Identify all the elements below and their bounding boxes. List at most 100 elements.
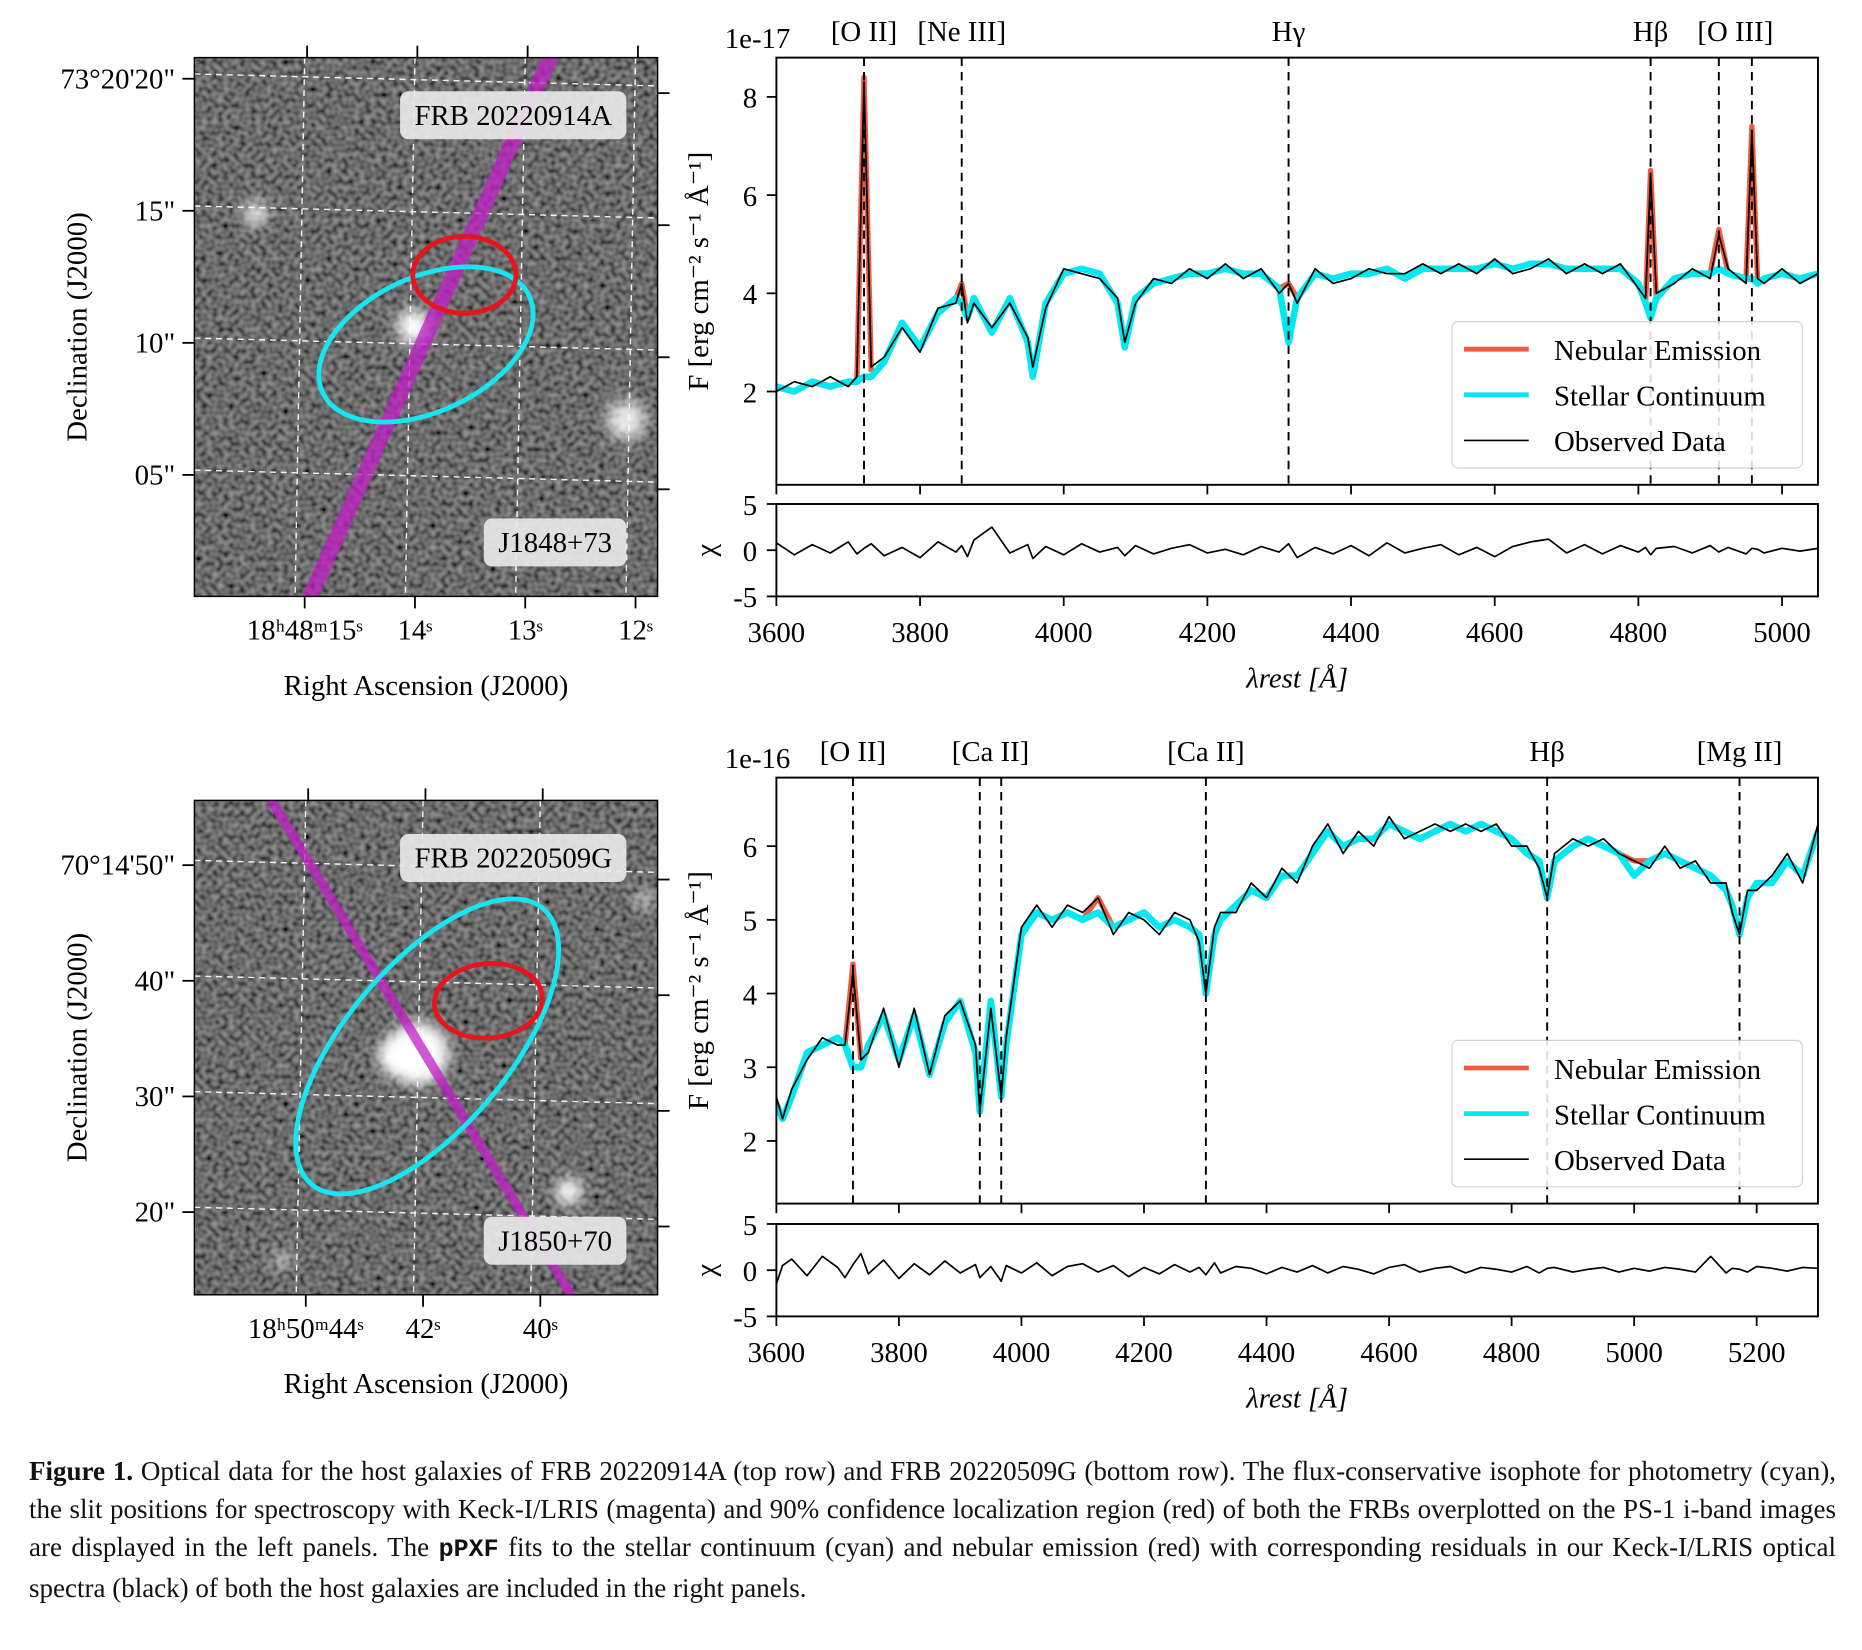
y-tick-label: 70°14'50" [60,850,175,882]
y-tick-label: 05" [135,460,176,492]
grid-line [404,57,416,597]
x-tick-label: 12ˢ [618,615,653,647]
x-axis-label: λrest [Å] [1245,1383,1348,1415]
y-tick-label: 15" [135,195,176,227]
y-tick-label: 2 [743,377,757,409]
caption-text: Optical data for the host galaxies of FR… [29,1456,1836,1562]
series-line [776,81,1818,393]
plot-frame [775,776,1819,1205]
source [555,1178,582,1205]
line-label: [O III] [1697,16,1773,48]
annotation: FRB 20220914A [414,100,612,132]
x-tick-label: 3600 [748,1337,806,1369]
line-label: Hγ [1272,16,1306,48]
figure: 18ʰ48ᵐ15ˢ 14ˢ 13ˢ 12ˢ 73°20'20" 15" 10" 05" Righ… [60,16,1819,1415]
localization [432,961,545,1041]
isophote [316,264,536,425]
x-tick-label: 4400 [1322,617,1380,649]
y-tick-label: 0 [743,1256,757,1288]
source [607,400,646,440]
line-label: [O II] [820,736,886,768]
grid-line [295,800,307,1295]
line-label: [Ca II] [1167,736,1245,768]
annotation: FRB 20220509G [414,843,612,875]
line-label: [Ca II] [952,736,1030,768]
x-tick-label: 4600 [1466,617,1524,649]
legend-box [1451,321,1803,469]
x-tick-label: 42ˢ [406,1313,441,1345]
grid-line [530,800,542,1295]
grid-line [514,57,526,597]
y-tick-label: 8 [743,83,757,115]
annotation-box [483,518,627,567]
residual-frame [775,503,1819,598]
residual-frame [775,1223,1819,1318]
y-axis-label: F [erg cm⁻² s⁻¹ Å⁻¹] [683,152,715,391]
line-label: [O II] [831,16,897,48]
grid-line [194,205,658,219]
source [635,891,653,909]
y-tick-label: 4 [743,279,757,311]
y-axis-label: F [erg cm⁻² s⁻¹ Å⁻¹] [683,871,715,1110]
x-axis-label: Right Ascension (J2000) [284,670,569,702]
sky-image [194,800,658,1295]
legend-label: Stellar Continuum [1554,381,1766,413]
y-tick-label: -5 [733,582,757,614]
y-tick-label: 3 [743,1053,757,1085]
line-label: Hβ [1633,16,1668,48]
grid-line [294,57,306,597]
x-tick-label: 18ʰ50ᵐ44ˢ [248,1313,364,1345]
x-tick-label: 3800 [870,1337,928,1369]
figure-caption: Figure 1. Optical data for the host gala… [29,1452,1836,1607]
slit [301,57,559,597]
residual-label: χ [690,1264,722,1278]
x-tick-label: 4800 [1483,1337,1541,1369]
y-tick-label: 10" [135,327,176,359]
caption-code: pPXF [438,1535,499,1564]
x-tick-label: 5000 [1753,617,1811,649]
x-tick-label: 40ˢ [523,1313,558,1345]
x-tick-label: 5200 [1728,1337,1786,1369]
plot-area [776,815,1818,1123]
image-frame [193,56,659,598]
x-tick-label: 3600 [748,617,806,649]
y-tick-label: 73°20'20" [60,63,175,95]
x-tick-label: 4000 [993,1337,1051,1369]
localization [410,234,519,316]
grid-line [194,975,658,989]
y-tick-label: -5 [733,1302,757,1334]
y-tick-label: 6 [743,181,757,213]
caption-label: Figure 1. [29,1456,134,1486]
grid-line [194,73,658,87]
y-axis-label: Declination (J2000) [61,212,93,441]
x-tick-label: 4000 [1035,617,1093,649]
series-line [776,815,1818,1120]
x-tick-label: 3800 [891,617,949,649]
offset-label: 1e-16 [725,743,791,775]
y-tick-label: 0 [743,536,757,568]
x-tick-label: 4800 [1610,617,1668,649]
x-tick-label: 14ˢ [398,615,433,647]
residual-line [776,526,1818,560]
legend-label: Nebular Emission [1554,335,1761,367]
annotation-box [400,91,627,140]
x-tick-label: 4400 [1238,1337,1296,1369]
x-tick-label: 13ˢ [508,615,543,647]
y-tick-label: 6 [743,832,757,864]
grid-line [625,57,637,597]
y-tick-label: 40" [135,965,176,997]
annotation-box [400,833,627,882]
y-tick-label: 5 [743,1210,757,1242]
annotation-box [483,1216,627,1265]
y-tick-label: 5 [743,906,757,938]
legend-box [1451,1039,1803,1188]
grid-line [194,1090,658,1105]
plot-frame [775,56,1819,486]
y-tick-label: 2 [743,1127,757,1159]
isophote [293,896,562,1197]
y-tick-label: 20" [135,1197,176,1229]
offset-label: 1e-17 [725,23,791,55]
x-tick-label: 4600 [1360,1337,1418,1369]
line-label: [Ne III] [917,16,1006,48]
